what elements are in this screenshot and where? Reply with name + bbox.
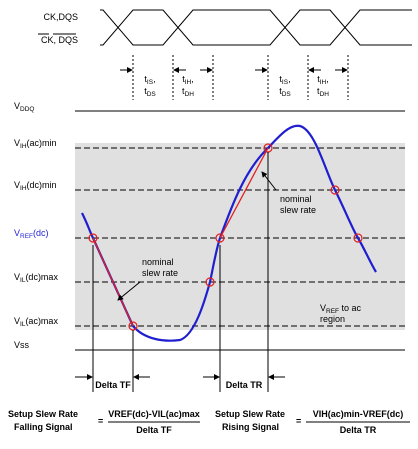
signal-curve — [81, 124, 377, 342]
clock-comp-label: CK, DQS — [41, 35, 78, 45]
label-part: IH — [320, 79, 327, 86]
label-part: IH — [185, 79, 192, 86]
level-label: Vss — [14, 340, 30, 350]
nominal-label: nominal — [280, 194, 312, 204]
delta-tf: Delta TF — [95, 380, 131, 390]
label-part: (dc)min — [27, 180, 57, 190]
delta-lines — [92, 152, 269, 392]
label-part: (dc)max — [25, 272, 58, 282]
label-part: t — [144, 74, 147, 84]
label-part: V — [14, 316, 20, 326]
label-part: to ac — [339, 303, 362, 313]
label-part: DDQ — [20, 106, 34, 113]
label-part: t — [144, 86, 147, 96]
formula-label: Setup Slew Rate — [215, 409, 285, 419]
formula-den: Delta TF — [136, 425, 172, 435]
slew-lines — [92, 147, 269, 327]
timing-label: tDS — [144, 86, 156, 98]
nominal-label: slew rate — [142, 268, 178, 278]
label-part: IL — [20, 321, 26, 328]
label-part: V — [14, 228, 20, 238]
timing-label: tIS, — [279, 74, 290, 86]
level-label: VDDQ — [14, 101, 34, 113]
clock-label: CK,DQS — [43, 12, 78, 22]
level-label: VIL(ac)max — [14, 316, 58, 328]
level-label: VIH(ac)min — [14, 138, 57, 150]
nominal-arrows — [117, 171, 277, 301]
nominal-label: nominal — [142, 257, 174, 267]
label-part: V — [14, 138, 20, 148]
timing-label: tIH, — [182, 74, 194, 86]
label-part: t — [279, 74, 282, 84]
label-part: (dc) — [33, 228, 49, 238]
level-label: VIH(dc)min — [14, 180, 57, 192]
label-part: t — [317, 74, 320, 84]
label-part: IH — [20, 185, 27, 192]
formula-num: VREF(dc)-VIL(ac)max — [108, 409, 200, 419]
timing-label: tDH — [317, 86, 329, 98]
formula-label: Setup Slew Rate — [8, 409, 78, 419]
region-label: region — [320, 314, 345, 324]
label-part: t — [279, 86, 282, 96]
label-part: IS — [282, 79, 289, 86]
formula-eq: = — [296, 416, 301, 426]
nominal-label: slew rate — [280, 205, 316, 215]
level-label: VIL(dc)max — [14, 272, 58, 284]
label-part: , — [191, 74, 194, 84]
formula-label: Rising Signal — [222, 422, 279, 432]
label-part: (ac)max — [25, 316, 58, 326]
label-part: DS — [282, 91, 292, 98]
delta-tr: Delta TR — [226, 380, 263, 390]
timing-label: tDS — [279, 86, 291, 98]
level-label: VREF(dc) — [14, 228, 49, 240]
label-part: Vss — [14, 340, 30, 350]
ac-region-box — [75, 143, 405, 330]
formula-eq: = — [98, 416, 103, 426]
label-part: REF — [326, 308, 339, 315]
timing-label: tDH — [182, 86, 194, 98]
label-part: REF — [20, 233, 33, 240]
label-part: t — [182, 74, 185, 84]
timing-lines — [132, 55, 349, 100]
formula-den: Delta TR — [340, 425, 377, 435]
formula-label: Falling Signal — [14, 422, 73, 432]
label-part: V — [320, 303, 326, 313]
label-part: DS — [147, 91, 157, 98]
label-part: , — [326, 74, 329, 84]
label-part: V — [14, 180, 20, 190]
region-label: VREF to ac — [320, 303, 362, 315]
clock-waveform — [100, 9, 412, 46]
label-part: V — [14, 272, 20, 282]
label-part: DH — [185, 91, 195, 98]
label-part: , — [288, 74, 291, 84]
label-part: IS — [147, 79, 154, 86]
level-lines — [75, 147, 405, 327]
label-part: t — [182, 86, 185, 96]
formula-bars — [38, 33, 410, 423]
label-part: (ac)min — [27, 138, 57, 148]
label-part: DH — [320, 91, 330, 98]
label-part: IH — [20, 143, 27, 150]
timing-label: tIH, — [317, 74, 329, 86]
label-part: t — [317, 86, 320, 96]
formula-num: VIH(ac)min-VREF(dc) — [313, 409, 404, 419]
label-part: , — [153, 74, 156, 84]
timing-label: tIS, — [144, 74, 155, 86]
label-part: V — [14, 101, 20, 111]
label-part: IL — [20, 277, 26, 284]
